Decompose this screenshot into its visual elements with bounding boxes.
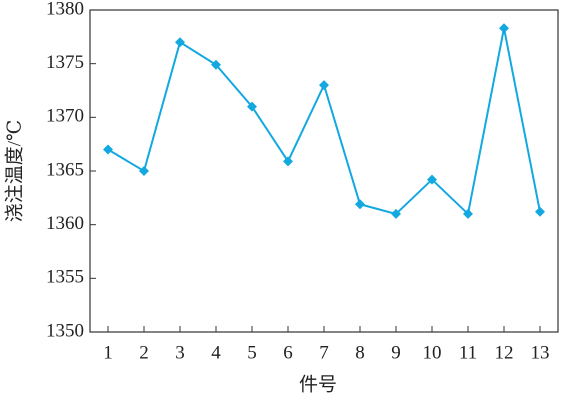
- x-tick-label: 12: [495, 342, 514, 363]
- marker: [175, 37, 185, 48]
- x-tick-label: 6: [283, 342, 293, 363]
- y-tick-label: 1350: [46, 320, 84, 341]
- x-tick-label: 9: [391, 342, 401, 363]
- x-tick-label: 5: [247, 342, 257, 363]
- y-axis-label: 浇注温度/℃: [3, 120, 25, 223]
- line: [107, 28, 541, 216]
- marker: [103, 144, 113, 155]
- marker: [391, 208, 401, 219]
- y-tick-label: 1370: [46, 106, 84, 127]
- marker: [319, 80, 329, 91]
- y-tick-label: 1360: [46, 213, 84, 234]
- marker: [499, 23, 509, 34]
- y-tick-label: 1355: [46, 267, 84, 288]
- x-tick-label: 2: [139, 342, 149, 363]
- x-tick-label: 3: [175, 342, 185, 363]
- x-tick-label: 4: [211, 342, 221, 363]
- marker: [535, 206, 545, 217]
- x-axis-label: 件号: [299, 373, 337, 395]
- marker: [283, 156, 293, 167]
- marker: [355, 199, 365, 210]
- x-tick-label: 7: [319, 342, 329, 363]
- marker: [139, 166, 149, 176]
- x-tick-label: 13: [531, 342, 550, 363]
- x-tick-label: 8: [355, 342, 365, 363]
- y-tick-label: 1375: [46, 52, 84, 73]
- x-tick-label: 10: [423, 342, 442, 363]
- plot-frame: [89, 9, 559, 333]
- marker: [211, 59, 221, 70]
- marker: [247, 101, 257, 112]
- y-tick-label: 1380: [46, 0, 84, 19]
- y-tick-label: 1365: [46, 159, 84, 180]
- x-tick-label: 1: [103, 342, 113, 363]
- marker: [427, 174, 437, 185]
- marker: [463, 208, 473, 219]
- x-tick-label: 11: [459, 342, 477, 363]
